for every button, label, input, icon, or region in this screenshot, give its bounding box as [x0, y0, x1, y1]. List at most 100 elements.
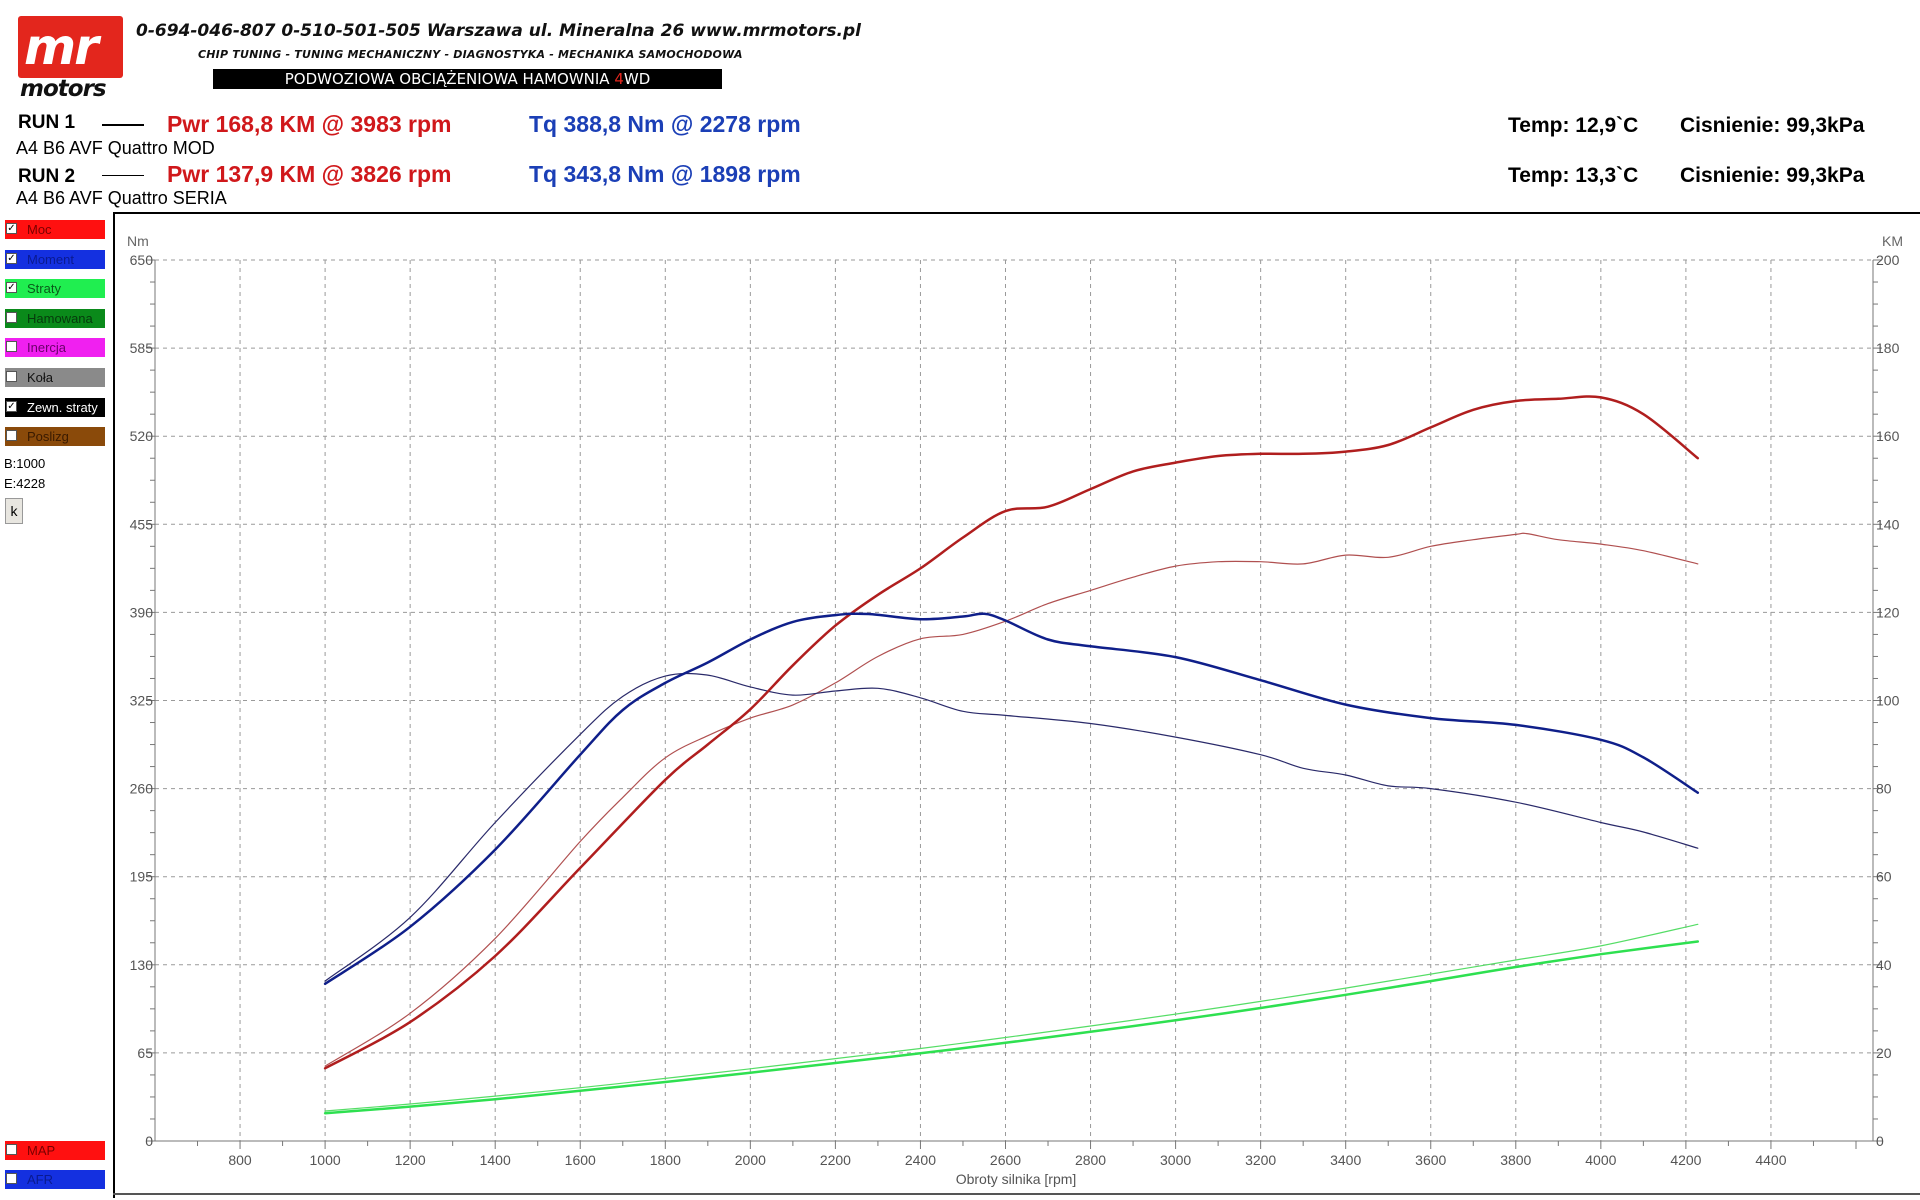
x-tick-label: 1400: [480, 1152, 511, 1168]
range-end: E:4228: [4, 476, 46, 491]
checkbox[interactable]: [6, 430, 17, 442]
mr-motors-logo: mr motors: [18, 16, 124, 102]
dyno-banner: PODWOZIOWA OBCIĄŻENIOWA HAMOWNIA 4WD: [213, 69, 722, 89]
run1-line-sample: [102, 124, 144, 126]
checkbox[interactable]: ✓: [6, 223, 17, 234]
x-tick-label: 4400: [1755, 1152, 1786, 1168]
x-tick-label: 2400: [905, 1152, 936, 1168]
pwr-run-1-line: [323, 395, 1700, 1070]
checkbox[interactable]: [6, 1173, 17, 1184]
toggle-ko-a[interactable]: Koła: [5, 368, 105, 387]
logo-red-box: mr: [18, 16, 123, 78]
checkbox[interactable]: ✓: [6, 252, 17, 264]
toggle-moc[interactable]: ✓ Moc: [5, 220, 105, 239]
y-tick-label-left: 195: [130, 869, 154, 885]
x-tick-label: 800: [228, 1152, 252, 1168]
toggle-inercja[interactable]: Inercja: [5, 338, 105, 358]
toggle-afr[interactable]: AFR: [5, 1170, 105, 1189]
y-tick-label-right: 100: [1876, 693, 1900, 709]
y-tick-label-left: 260: [130, 781, 154, 797]
x-tick-label: 3200: [1245, 1152, 1276, 1168]
checkbox[interactable]: [6, 341, 17, 353]
pwr-run-2-line: [324, 532, 1699, 1067]
chart-bottom-border: [113, 1193, 1920, 1195]
toggle-map[interactable]: MAP: [5, 1141, 105, 1160]
k-button[interactable]: k: [5, 498, 23, 524]
checkbox[interactable]: ✓: [6, 282, 17, 294]
run2-pressure: Cisnienie: 99,3kPa: [1680, 164, 1865, 187]
y-tick-label-left: 520: [130, 428, 154, 444]
run2-car: A4 B6 AVF Quattro SERIA: [16, 188, 227, 208]
x-tick-label: 1200: [395, 1152, 426, 1168]
x-tick-label: 1000: [310, 1152, 341, 1168]
grid-lines: [155, 259, 1873, 1141]
run1-temp: Temp: 12,9`C: [1508, 114, 1639, 137]
toggle-label: Moment: [27, 251, 74, 267]
run2-line-sample: [102, 175, 144, 176]
y-tick-label-left: 65: [137, 1045, 153, 1061]
run1-label: RUN 1: [18, 112, 76, 133]
y-tick-label-left: 455: [130, 516, 154, 532]
tq-run-1-line: [323, 612, 1700, 986]
services-line: CHIP TUNING - TUNING MECHANICZNY - DIAGN…: [198, 48, 743, 61]
toggle-hamowana[interactable]: Hamowana: [5, 308, 105, 328]
run1-car: A4 B6 AVF Quattro MOD: [16, 138, 215, 158]
y-tick-label-right: 160: [1876, 428, 1900, 444]
banner-suffix: WD: [623, 70, 651, 88]
x-tick-label: 2600: [990, 1152, 1021, 1168]
y-tick-label-right: 0: [1876, 1133, 1884, 1149]
x-tick-label: 3600: [1415, 1152, 1446, 1168]
toggle-poslizg[interactable]: Poslizg: [5, 427, 105, 447]
toggle-label: Inercja: [27, 340, 67, 356]
y-tick-label-right: 200: [1876, 252, 1900, 268]
toggle-moment[interactable]: ✓ Moment: [5, 249, 105, 269]
y-tick-label-left: 325: [130, 693, 154, 709]
y-tick-label-right: 40: [1876, 957, 1892, 973]
toggle-zewn-straty[interactable]: ✓ Zewn. straty: [5, 397, 105, 417]
checkbox[interactable]: [6, 371, 17, 382]
toggle-label: MAP: [27, 1143, 56, 1158]
y-tick-label-left: 130: [130, 957, 154, 973]
checkbox[interactable]: [6, 1144, 17, 1155]
checkbox[interactable]: ✓: [6, 400, 17, 412]
x-axis-label: Obroty silnika [rpm]: [956, 1171, 1077, 1187]
logo-mr-text: mr: [24, 18, 99, 76]
y-axis-right-label: KM: [1882, 233, 1903, 249]
series-lines: [323, 395, 1700, 1115]
run1-tq: Tq 388,8 Nm @ 2278 rpm: [529, 111, 801, 137]
y-tick-label-left: 585: [130, 340, 154, 356]
axes: 800 1000 1200 1400 1600 1800 2000 2200 2400 2600 2…: [130, 252, 1900, 1168]
toggle-label: Poslizg: [27, 429, 69, 445]
straty-run-2-line: [324, 923, 1699, 1112]
x-tick-label: 3000: [1160, 1152, 1191, 1168]
y-tick-label-right: 20: [1876, 1045, 1892, 1061]
y-axis-left-label: Nm: [127, 233, 149, 249]
straty-run-1-line: [323, 940, 1700, 1115]
run2-tq: Tq 343,8 Nm @ 1898 rpm: [529, 161, 801, 187]
checkbox[interactable]: [6, 311, 17, 323]
y-tick-label-right: 180: [1876, 340, 1900, 356]
x-tick-label: 2200: [820, 1152, 851, 1168]
y-tick-label-left: 390: [130, 604, 154, 620]
x-tick-label: 3400: [1330, 1152, 1361, 1168]
x-tick-label: 2800: [1075, 1152, 1106, 1168]
toggle-label: Koła: [27, 370, 54, 385]
x-tick-label: 1800: [650, 1152, 681, 1168]
tq-run-2-line: [324, 672, 1699, 982]
y-tick-label-right: 80: [1876, 781, 1892, 797]
x-tick-label: 4000: [1585, 1152, 1616, 1168]
x-tick-label: 4200: [1670, 1152, 1701, 1168]
toggle-straty[interactable]: ✓ Straty: [5, 279, 105, 299]
run1-pressure: Cisnienie: 99,3kPa: [1680, 114, 1865, 137]
y-tick-label-right: 120: [1876, 604, 1900, 620]
y-tick-label-left: 0: [145, 1133, 153, 1149]
chart-frame: [113, 212, 1920, 1198]
run2-temp: Temp: 13,3`C: [1508, 164, 1639, 187]
x-tick-label: 1600: [565, 1152, 596, 1168]
run2-pwr: Pwr 137,9 KM @ 3826 rpm: [167, 161, 452, 187]
y-tick-label-right: 60: [1876, 869, 1892, 885]
x-tick-label: 2000: [735, 1152, 766, 1168]
run1-pwr: Pwr 168,8 KM @ 3983 rpm: [167, 111, 452, 137]
toggle-label: Straty: [27, 281, 61, 297]
